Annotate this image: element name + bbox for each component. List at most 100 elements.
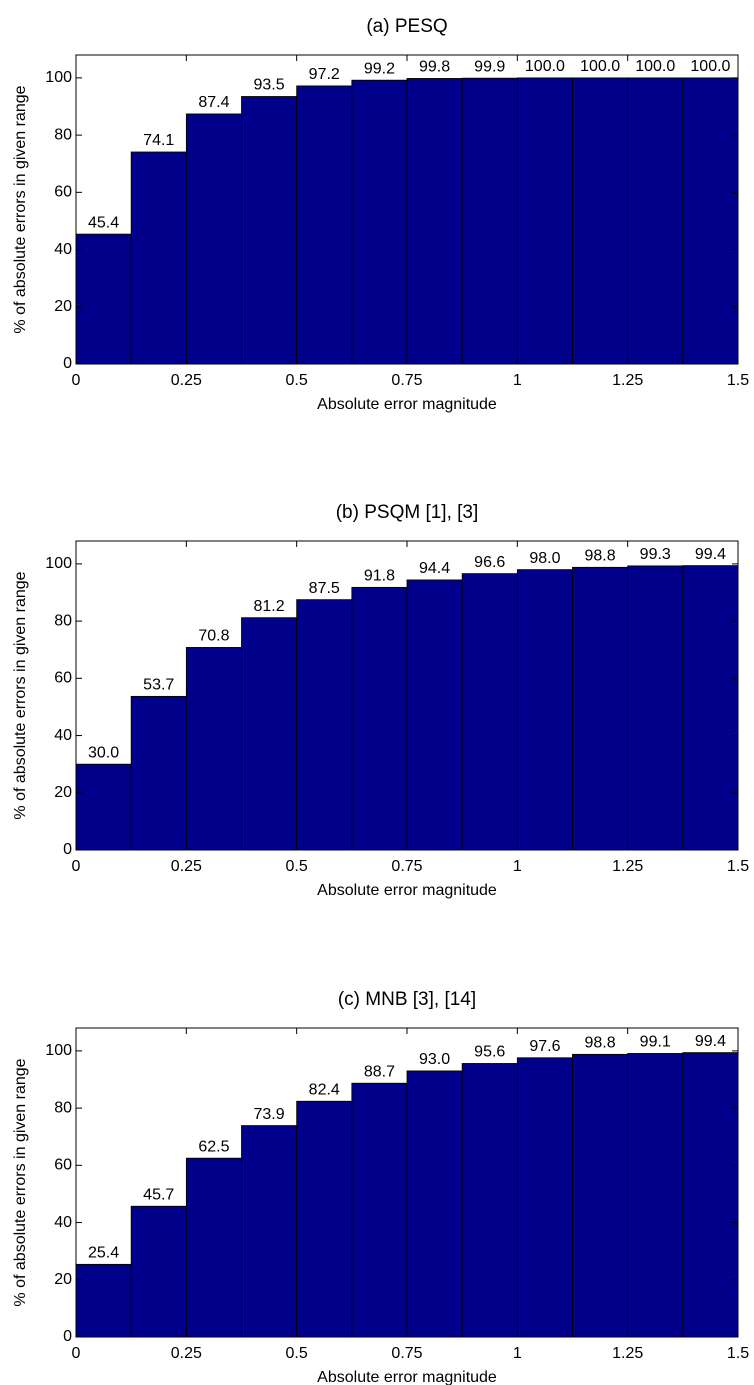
value-label: 45.4 — [88, 214, 119, 231]
value-label: 94.4 — [419, 560, 450, 577]
value-label: 74.1 — [143, 132, 174, 149]
chart: (c) MNB [3], [14] 25.4 45.7 62.5 73.9 82.4 88.… — [12, 989, 749, 1385]
value-label: 98.0 — [529, 550, 560, 567]
bar — [461, 77, 518, 365]
bar — [516, 77, 573, 365]
y-tick-label: 0 — [63, 1328, 72, 1345]
bar — [682, 565, 739, 851]
value-label: 99.2 — [364, 60, 395, 77]
x-tick-label: 0.5 — [286, 858, 308, 875]
bar — [572, 566, 629, 851]
value-label: 30.0 — [88, 744, 119, 761]
bar — [351, 1082, 408, 1338]
bar — [75, 233, 132, 365]
value-label: 98.8 — [585, 1035, 616, 1052]
value-label: 96.6 — [474, 554, 505, 571]
x-tick-label: 1.5 — [727, 858, 749, 875]
value-label: 99.4 — [695, 1033, 726, 1050]
y-tick-label: 100 — [45, 1042, 72, 1059]
x-tick-label: 1.25 — [612, 858, 643, 875]
value-label: 100.0 — [690, 58, 730, 75]
value-label: 25.4 — [88, 1245, 119, 1262]
x-tick-label: 0.5 — [286, 1345, 308, 1362]
x-tick-label: 1.5 — [727, 1345, 749, 1362]
value-label: 98.8 — [585, 548, 616, 565]
y-tick-label: 100 — [45, 69, 72, 86]
x-tick-label: 0.25 — [171, 858, 202, 875]
y-tick-label: 60 — [54, 1157, 72, 1174]
x-tick-label: 0.75 — [391, 858, 422, 875]
bar — [461, 1063, 518, 1338]
x-tick-label: 0 — [72, 1345, 81, 1362]
y-tick-label: 20 — [54, 298, 72, 315]
bar — [296, 599, 353, 851]
value-label: 45.7 — [143, 1186, 174, 1203]
value-label: 99.1 — [640, 1034, 671, 1051]
x-tick-label: 0.25 — [171, 372, 202, 389]
x-tick-label: 0.75 — [391, 372, 422, 389]
y-tick-label: 40 — [54, 1214, 72, 1231]
value-label: 99.4 — [695, 546, 726, 563]
bar — [185, 647, 242, 851]
y-tick-label: 40 — [54, 241, 72, 258]
bar — [130, 1205, 187, 1338]
x-tick-label: 1 — [513, 858, 522, 875]
bar — [185, 113, 242, 365]
bar — [627, 77, 684, 365]
chart-title: (a) PESQ — [366, 16, 447, 37]
value-label: 93.5 — [254, 77, 285, 94]
y-tick-label: 100 — [45, 555, 72, 572]
y-tick-label: 60 — [54, 670, 72, 687]
value-label: 53.7 — [143, 677, 174, 694]
bar — [75, 1263, 132, 1338]
chart-title: (b) PSQM [1], [3] — [336, 502, 479, 523]
bar — [406, 579, 463, 851]
value-label: 100.0 — [580, 58, 620, 75]
bar — [572, 77, 629, 365]
x-tick-label: 0 — [72, 372, 81, 389]
y-axis-label: % of absolute errors in given range — [12, 85, 29, 333]
value-label: 95.6 — [474, 1044, 505, 1061]
bar — [75, 763, 132, 851]
value-label: 100.0 — [635, 58, 675, 75]
y-tick-label: 40 — [54, 727, 72, 744]
bar — [406, 78, 463, 365]
bar — [572, 1053, 629, 1338]
y-tick-label: 80 — [54, 126, 72, 143]
bar — [130, 151, 187, 365]
x-tick-label: 0.5 — [286, 372, 308, 389]
value-label: 88.7 — [364, 1063, 395, 1080]
value-label: 70.8 — [198, 628, 229, 645]
value-label: 87.5 — [309, 580, 340, 597]
value-label: 82.4 — [309, 1081, 340, 1098]
x-tick-label: 1.5 — [727, 372, 749, 389]
value-label: 91.8 — [364, 568, 395, 585]
value-label: 93.0 — [419, 1051, 450, 1068]
y-tick-label: 20 — [54, 784, 72, 801]
bar — [516, 1057, 573, 1338]
x-tick-label: 1.25 — [612, 1345, 643, 1362]
bar — [185, 1157, 242, 1338]
bar — [627, 565, 684, 851]
x-axis-label: Absolute error magnitude — [317, 396, 497, 413]
y-axis-label: % of absolute errors in given range — [12, 571, 29, 819]
value-label: 97.6 — [529, 1038, 560, 1055]
x-tick-label: 0 — [72, 858, 81, 875]
bar — [351, 79, 408, 365]
bar — [241, 96, 298, 365]
value-label: 97.2 — [309, 66, 340, 83]
bar — [406, 1070, 463, 1338]
bar — [461, 573, 518, 851]
y-tick-label: 80 — [54, 1099, 72, 1116]
x-axis-label: Absolute error magnitude — [317, 1369, 497, 1385]
x-tick-label: 1 — [513, 1345, 522, 1362]
value-label: 100.0 — [525, 58, 565, 75]
bar — [296, 1100, 353, 1338]
y-tick-label: 20 — [54, 1271, 72, 1288]
value-label: 99.9 — [474, 58, 505, 75]
chart: (b) PSQM [1], [3] 30.0 53.7 70.8 81.2 87.5 91.… — [12, 502, 749, 899]
value-label: 73.9 — [254, 1106, 285, 1123]
y-tick-label: 0 — [63, 841, 72, 858]
